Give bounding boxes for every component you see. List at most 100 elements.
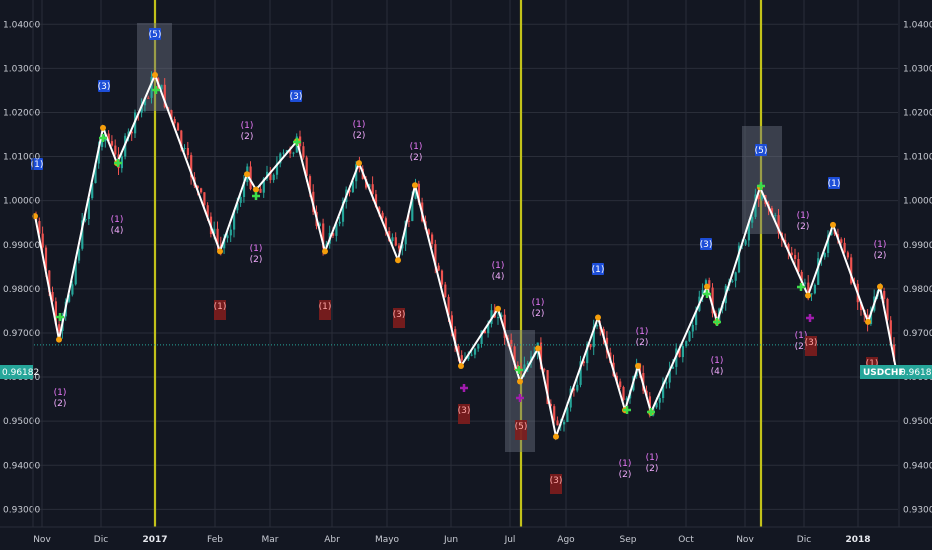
wave-label: (3): [550, 476, 563, 486]
candle-body: [737, 245, 741, 273]
pivot-dot: [322, 248, 328, 255]
pivot-dot: [253, 186, 259, 193]
candle-body: [457, 345, 460, 356]
x-tick-label: Jul: [504, 535, 516, 545]
candle-body: [44, 247, 48, 271]
candle-body: [381, 212, 384, 219]
wave-label-box: [550, 474, 562, 494]
y-tick-label-right: 1.01000: [903, 153, 932, 163]
candle-body: [417, 183, 420, 203]
signal-markers: [32, 71, 899, 440]
candle-body: [374, 194, 378, 208]
candle-body: [447, 296, 450, 316]
candle-body: [305, 157, 308, 177]
wave-label: (2): [241, 132, 254, 142]
candle-body: [143, 97, 147, 106]
candle-body: [404, 220, 407, 245]
wave-label: (4): [492, 272, 505, 282]
y-tick-label-left: 1.04000: [3, 20, 40, 30]
candle-body: [206, 205, 209, 217]
candle-body: [685, 341, 688, 347]
x-tick-label: Mar: [262, 535, 279, 545]
highlight-zone: [742, 126, 782, 234]
candle-body: [754, 194, 757, 217]
candle-body: [431, 234, 434, 245]
candle-body: [770, 208, 774, 216]
candle-body: [810, 293, 813, 295]
candle-body: [655, 402, 658, 408]
candle-body: [800, 271, 803, 284]
wave-label-box: [592, 263, 604, 275]
x-tick-label: Nov: [33, 535, 51, 545]
wave-label: (1): [54, 388, 67, 398]
wave-label: (3): [393, 310, 406, 320]
candle-body: [477, 344, 480, 349]
wave-label-box: [805, 336, 817, 356]
candle-body: [242, 182, 246, 198]
candle-body: [74, 260, 77, 285]
wave-label-box: [214, 300, 226, 320]
candle-body: [176, 123, 180, 131]
y-tick-label-left: 0.99000: [3, 241, 40, 251]
candle-body: [41, 233, 44, 248]
pivot-dot: [535, 345, 541, 352]
pivot-dot: [517, 378, 523, 385]
candle-body: [592, 326, 595, 348]
y-tick-label-left: 0.94000: [3, 461, 40, 471]
wave-label: (1): [866, 359, 879, 369]
candle-body: [130, 131, 133, 134]
wave-label: (1): [795, 331, 808, 341]
candle-body: [239, 197, 242, 203]
candle-body: [850, 257, 853, 284]
candle-body: [308, 176, 312, 192]
wave-label: (1): [241, 121, 254, 131]
wave-label: (1): [250, 244, 263, 254]
wave-label: (1): [797, 211, 810, 221]
candle-body: [470, 354, 473, 356]
x-axis[interactable]: Nov Dic 2017 Feb Mar Abr Mayo Jun Jul Ago Sep Oct No…: [33, 535, 870, 545]
candle-body: [757, 194, 760, 200]
candle-body: [196, 185, 199, 189]
candle-body: [500, 314, 503, 318]
wave-label-box: [828, 177, 840, 189]
wave-label: (1): [410, 142, 423, 152]
candle-body: [546, 370, 549, 404]
wave-label: (2): [646, 464, 659, 474]
candle-body: [338, 221, 341, 224]
candle-body: [332, 233, 335, 236]
candle-body: [87, 198, 90, 219]
candle-body: [282, 152, 285, 154]
wave-label: (1): [532, 298, 545, 308]
y-tick-label-right: 1.03000: [903, 64, 932, 74]
candle-body: [602, 329, 605, 338]
candle-body: [77, 248, 81, 261]
candle-body: [681, 346, 684, 358]
y-tick-label-left: 0.97000: [3, 329, 40, 339]
pivot-dot: [595, 314, 601, 321]
candle-body: [823, 252, 826, 258]
last-price-tag-left: 0.96182: [0, 365, 39, 379]
wave-label: (1): [646, 453, 659, 463]
x-tick-label: Ago: [557, 535, 575, 545]
candle-body: [97, 146, 100, 164]
wave-label: (2): [795, 342, 808, 352]
candle-body: [658, 398, 661, 403]
candle-body: [579, 361, 582, 385]
candle-body: [553, 406, 556, 421]
candle-body: [427, 229, 430, 235]
wave-label: (5): [755, 146, 768, 156]
candle-body: [596, 325, 599, 327]
wave-label: (2): [410, 153, 423, 163]
last-price-tag-right: USDCHF 0.96182: [860, 365, 932, 379]
wave-label: (5): [515, 422, 528, 432]
pivot-dot: [152, 71, 158, 78]
candle-body: [378, 207, 381, 213]
candle-body: [622, 387, 625, 401]
pivot-dot: [805, 292, 811, 299]
candle-body: [150, 76, 153, 98]
candle-body: [497, 317, 500, 319]
candle-body: [394, 237, 397, 246]
candle-body: [589, 343, 592, 348]
candle-body: [249, 166, 252, 190]
